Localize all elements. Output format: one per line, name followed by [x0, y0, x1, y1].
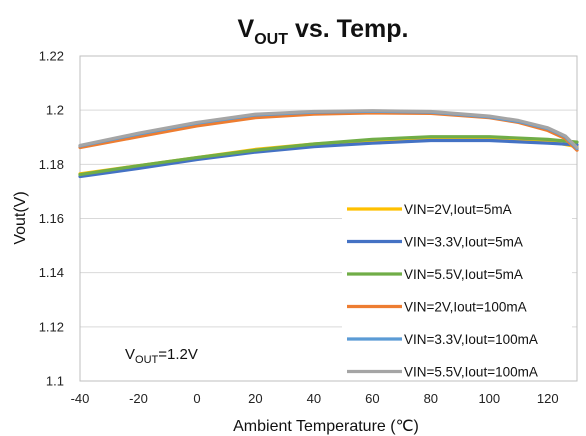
y-tick-label: 1.14	[39, 265, 64, 280]
x-axis-ticks: -40 -20 0 20 40 60 80 100 120	[71, 391, 559, 406]
legend-background	[342, 194, 572, 372]
chart-title: VOUT vs. Temp.	[238, 15, 409, 48]
x-tick-label: 60	[365, 391, 379, 406]
x-tick-label: 20	[248, 391, 262, 406]
y-tick-label: 1.2	[46, 103, 64, 118]
y-axis-ticks: 1.1 1.12 1.14 1.16 1.18 1.2 1.22	[39, 49, 64, 389]
y-axis-title: Vout(V)	[12, 191, 29, 244]
x-tick-label: 100	[478, 391, 500, 406]
series-lines	[78, 109, 579, 179]
series-line	[78, 138, 579, 179]
legend-label: VIN=3.3V,Iout=100mA	[404, 332, 538, 347]
x-tick-label: 80	[424, 391, 438, 406]
y-tick-label: 1.22	[39, 49, 64, 64]
legend-label: VIN=5.5V,Iout=5mA	[404, 267, 523, 282]
legend: VIN=2V,Iout=5mA VIN=3.3V,Iout=5mA VIN=5.5V…	[342, 194, 572, 380]
legend-label: VIN=5.5V,Iout=100mA	[404, 365, 538, 380]
vout-annotation: VOUT=1.2V	[125, 346, 198, 366]
legend-label: VIN=2V,Iout=5mA	[404, 202, 512, 217]
series-line	[78, 109, 579, 150]
x-axis-title: Ambient Temperature (℃)	[233, 418, 419, 435]
y-tick-label: 1.1	[46, 374, 64, 389]
x-tick-label: -20	[129, 391, 148, 406]
y-tick-label: 1.16	[39, 211, 64, 226]
y-tick-label: 1.12	[39, 319, 64, 334]
y-tick-label: 1.18	[39, 157, 64, 172]
x-tick-label: -40	[71, 391, 90, 406]
legend-label: VIN=3.3V,Iout=5mA	[404, 235, 523, 250]
x-tick-label: 40	[307, 391, 321, 406]
x-tick-label: 120	[537, 391, 559, 406]
legend-label: VIN=2V,Iout=100mA	[404, 300, 527, 315]
series-line	[78, 135, 579, 177]
x-tick-label: 0	[193, 391, 200, 406]
plot-area-border	[79, 55, 578, 382]
